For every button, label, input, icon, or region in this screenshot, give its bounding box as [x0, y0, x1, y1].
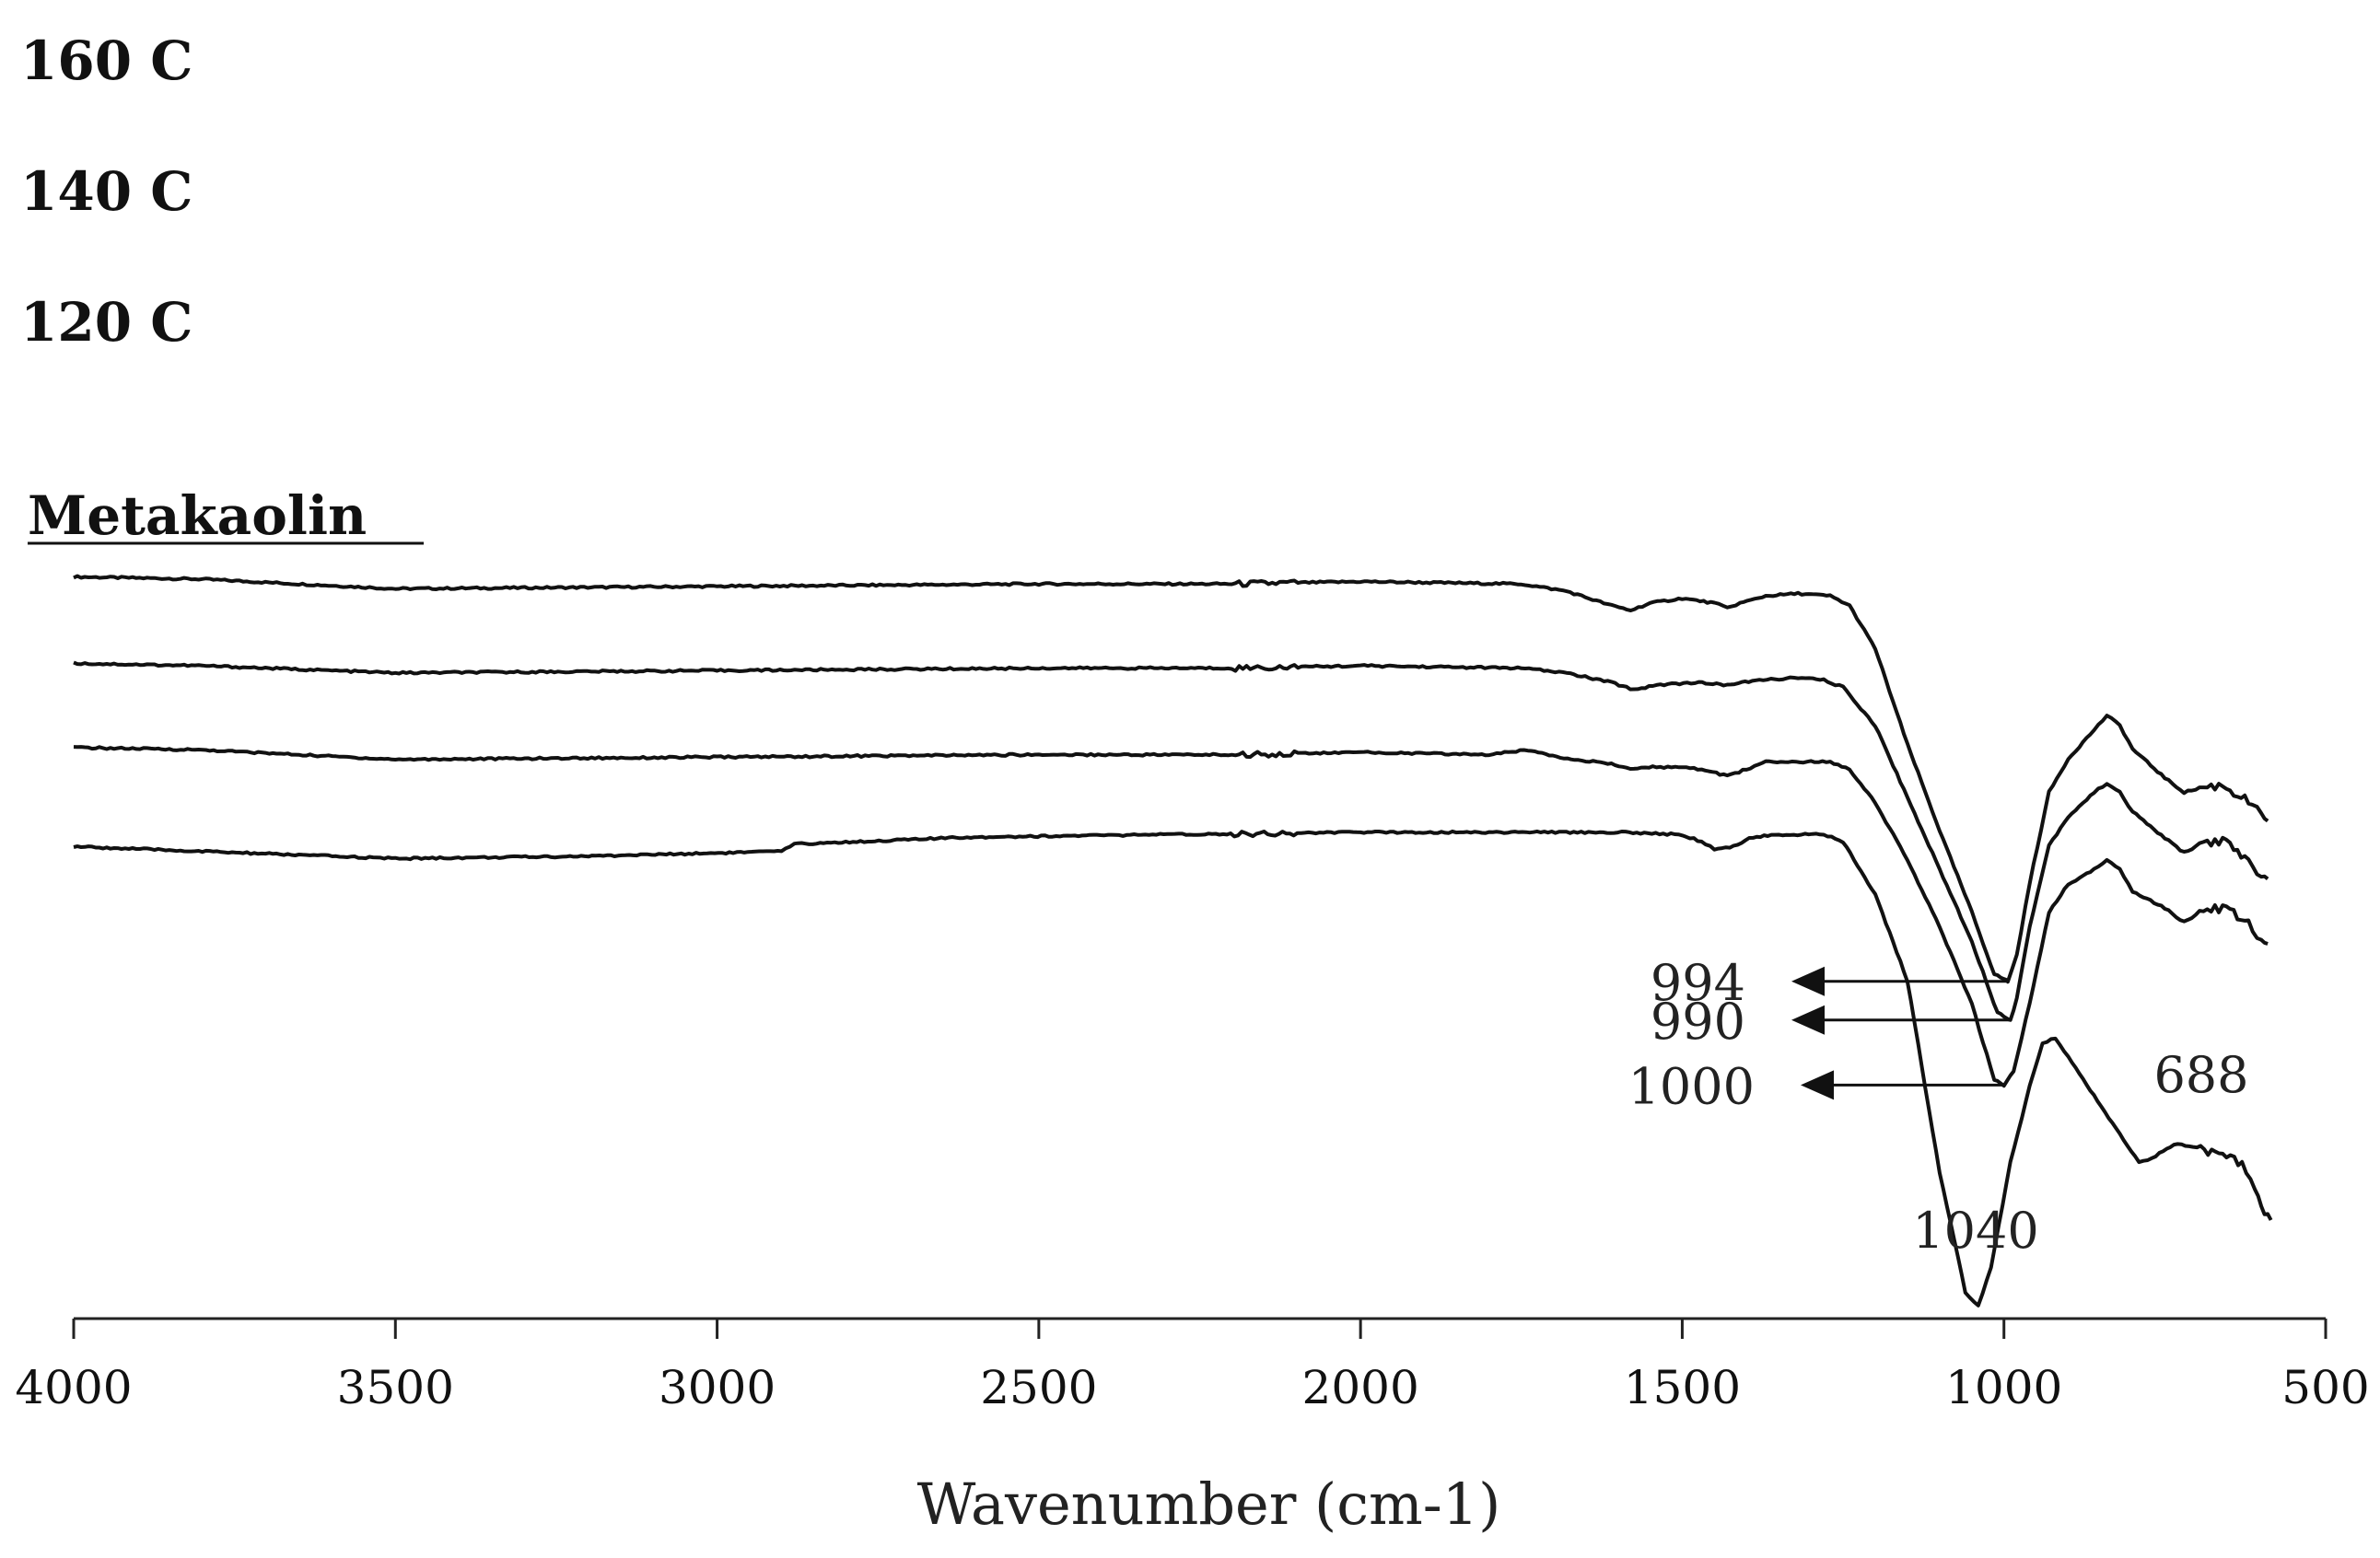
trace-120-c	[73, 745, 2269, 1088]
series-labels: 160 C 140 C 120 C Metakaolin	[20, 29, 424, 547]
series-label-140-c: 140 C	[20, 160, 192, 223]
x-tick-label-3000: 3000	[659, 1361, 776, 1414]
series-label-120-c: 120 C	[20, 291, 192, 354]
annotation-1000-arrow-head	[1801, 1070, 1834, 1100]
x-tick-label-2000: 2000	[1302, 1361, 1419, 1414]
x-axis-title: Wavenumber (cm-1)	[917, 1471, 1501, 1538]
annotation-990-label: 990	[1651, 993, 1745, 1051]
annotation-1040-label: 1040	[1912, 1202, 2038, 1260]
x-tick-label-1000: 1000	[1945, 1361, 2062, 1414]
x-tick-label-1500: 1500	[1624, 1361, 1741, 1414]
x-tick-label-3500: 3500	[337, 1361, 454, 1414]
trace-160-c	[73, 574, 2269, 984]
x-tick-label-4000: 4000	[15, 1361, 132, 1414]
x-axis: 4000 3500 3000 2500 2000 1500 1000 500	[15, 1317, 2370, 1414]
spectra-traces	[73, 574, 2273, 1308]
annotation-994-label: 994	[1651, 954, 1745, 1012]
x-tick-label-2500: 2500	[980, 1361, 1097, 1414]
trace-140-c	[73, 660, 2269, 1022]
annotation-688-label: 688	[2153, 1046, 2248, 1104]
trace-metakaolin	[73, 829, 2273, 1308]
series-label-metakaolin: Metakaolin	[28, 484, 367, 547]
series-label-160-c: 160 C	[20, 29, 192, 92]
annotation-994-arrow-head	[1791, 966, 1825, 996]
annotation-990-arrow-head	[1791, 1005, 1825, 1035]
annotation-1000-label: 1000	[1628, 1057, 1755, 1115]
x-tick-label-500: 500	[2281, 1361, 2369, 1414]
